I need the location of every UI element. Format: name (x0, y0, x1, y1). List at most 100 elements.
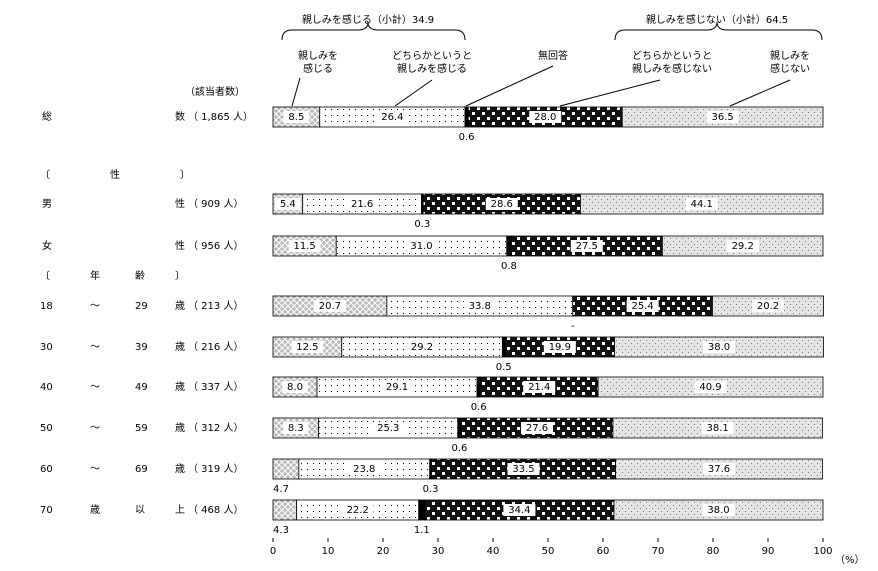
value-label: 25.4 (631, 301, 653, 312)
legend-entry: どちらかというと 親しみを感じる (392, 51, 472, 75)
x-tick-label: 0 (270, 546, 276, 557)
value-label: 20.2 (757, 301, 779, 312)
value-label: 0.6 (451, 443, 467, 454)
row-label: 歳 (175, 422, 185, 434)
value-label: 4.3 (273, 525, 289, 536)
x-tick-label: 50 (542, 546, 555, 557)
value-label: 29.2 (411, 342, 433, 353)
bar-segment (506, 235, 512, 257)
row-count: （ 319 人） (188, 463, 243, 475)
section-label: 性 (110, 168, 120, 181)
x-tick-label: 100 (813, 546, 832, 557)
subtotal: 親しみを感じる（小計）34.9 (302, 13, 434, 26)
section-label: 〔 (40, 270, 50, 282)
value-label: 31.0 (410, 241, 432, 252)
value-label: 19.9 (549, 342, 571, 353)
value-label: 23.8 (353, 464, 375, 475)
x-tick-label: 40 (487, 546, 500, 557)
row-label: 〜 (90, 423, 100, 434)
label-box (694, 381, 727, 393)
row-label: 性 (175, 239, 185, 252)
section-label: 年 (90, 269, 100, 282)
label-box (291, 341, 324, 353)
value-label: 38.1 (707, 423, 729, 434)
row-label: 49 (135, 382, 148, 393)
row-count: （ 909 人） (188, 198, 243, 210)
value-label: 22.2 (347, 505, 369, 516)
label-box (283, 422, 309, 434)
value-label: 27.5 (576, 241, 598, 252)
label-box (376, 111, 409, 123)
legend-entry: どちらかというと 親しみを感じない (632, 51, 712, 75)
label-box (348, 463, 381, 475)
value-label: 0.5 (496, 362, 512, 373)
x-tick-label: 20 (377, 546, 390, 557)
label-box (523, 381, 556, 393)
value-label: 11.5 (293, 241, 315, 252)
label-box (726, 240, 759, 252)
row-label: 性 (175, 197, 185, 210)
row-label: 歳 (175, 381, 185, 393)
value-label: 12.5 (296, 342, 318, 353)
label-box (282, 381, 308, 393)
value-label: 21.6 (351, 199, 373, 210)
label-box (543, 341, 576, 353)
label-box (283, 111, 310, 123)
row-label: 29 (135, 301, 148, 312)
label-box (372, 422, 405, 434)
x-tick-label: 70 (652, 546, 665, 557)
value-label: 25.3 (377, 423, 399, 434)
subtotal-label: 親しみを感じない（小計） (646, 13, 766, 26)
count-header: （該当者数） (185, 85, 245, 98)
braces (281, 21, 823, 41)
value-label: 8.5 (288, 112, 304, 123)
value-label: 26.4 (381, 112, 403, 123)
label-box (485, 198, 518, 210)
label-box (570, 240, 603, 252)
value-label: 8.0 (287, 382, 303, 393)
legend-entry: 親しみを 感じない (770, 51, 810, 75)
label-box (346, 198, 379, 210)
label-box (288, 240, 321, 252)
value-label: 21.4 (528, 382, 550, 393)
value-label: 27.6 (526, 423, 548, 434)
row-label: 歳 (90, 504, 100, 516)
row-label: 歳 (175, 463, 185, 475)
row-label: 60 (40, 464, 53, 475)
label-box (503, 504, 536, 516)
row-label: 以 (135, 505, 145, 516)
row-label: 50 (40, 423, 53, 434)
label-box (507, 463, 540, 475)
bar-segment (272, 499, 298, 521)
section-label: 〕 (175, 270, 185, 282)
bar-segment (476, 376, 481, 398)
x-tick-label: 80 (707, 546, 720, 557)
row-label: 女 (42, 239, 52, 252)
row-label: 上 (175, 504, 185, 516)
x-tick-label: 30 (432, 546, 445, 557)
value-label: 8.3 (288, 423, 304, 434)
row-label: 70 (40, 505, 53, 516)
row-label: 39 (135, 342, 148, 353)
value-label: 0.6 (471, 402, 487, 413)
value-label: 40.9 (699, 382, 721, 393)
row-count: （ 312 人） (188, 422, 243, 434)
bar-segment (272, 458, 300, 480)
label-box (341, 504, 374, 516)
value-label: 33.5 (512, 464, 534, 475)
row-label: 〜 (90, 342, 100, 353)
section-label: 齢 (135, 269, 145, 282)
label-box (406, 341, 439, 353)
bar-segment (418, 499, 426, 521)
row-count: （ 1,865 人） (188, 111, 253, 123)
value-label: 29.1 (386, 382, 408, 393)
label-box (381, 381, 414, 393)
value-label: 36.5 (711, 112, 733, 123)
section-label: 〔 (40, 169, 50, 181)
row-label: 歳 (175, 341, 185, 353)
label-box (702, 504, 735, 516)
bar-segment (501, 336, 506, 358)
row-label: 59 (135, 423, 148, 434)
label-box (701, 422, 734, 434)
